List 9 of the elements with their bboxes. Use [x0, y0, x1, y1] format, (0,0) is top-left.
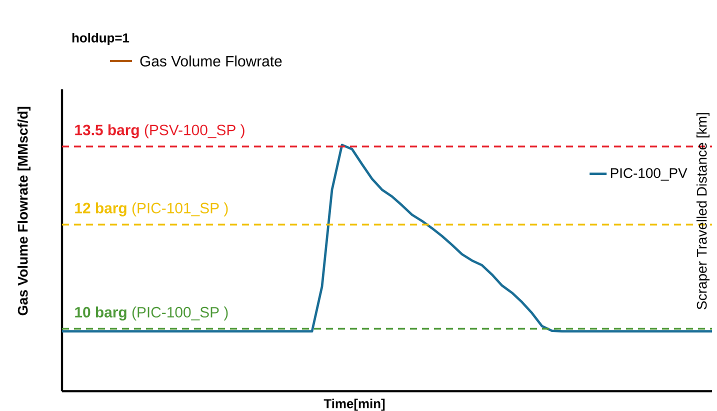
ref-line-label: 10 barg (PIC-100_SP )	[75, 306, 228, 321]
text: Gas Volume Flowrate	[140, 56, 282, 66]
y2-axis-title: Scraper Travelled Distance [km]	[696, 113, 710, 310]
y-axis-title: Gas Volume Flowrate [MMscf/d]	[18, 106, 30, 316]
legend-label: PIC-100_PV	[610, 168, 688, 181]
text: holdup=1	[72, 32, 130, 46]
x-axis-title: Time[min]	[324, 398, 385, 411]
ref-line-label: 12 barg (PIC-101_SP )	[75, 202, 228, 216]
ref-line-label: 13.5 barg (PSV-100_SP )	[75, 124, 244, 138]
